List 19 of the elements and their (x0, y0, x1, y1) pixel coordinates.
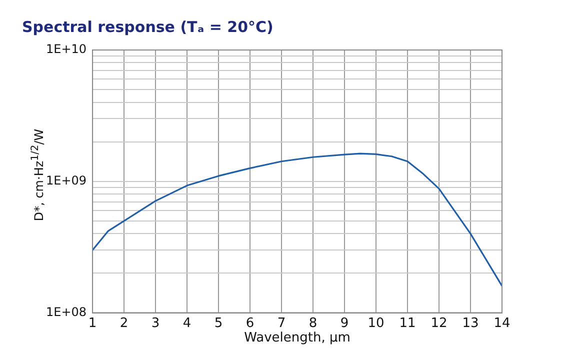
x-tick-label: 14 (494, 316, 510, 331)
y-tick-label: 1E+10 (46, 42, 87, 56)
x-tick-label: 3 (151, 316, 160, 331)
x-tick-label: 10 (368, 316, 384, 331)
x-tick-label: 1 (88, 316, 97, 331)
chart-title: Spectral response (Tₐ = 20°C) (22, 18, 274, 36)
x-tick-label: 4 (182, 316, 192, 331)
y-tick-label: 1E+08 (46, 304, 87, 319)
x-tick-label: 13 (462, 316, 479, 331)
x-tick-label: 2 (120, 316, 128, 331)
x-tick-label: 11 (399, 316, 416, 331)
x-tick-label: 6 (246, 316, 254, 331)
x-tick-label: 8 (308, 316, 318, 331)
y-tick-label: 1E+09 (46, 174, 87, 188)
x-tick-label: 9 (340, 316, 349, 331)
x-tick-label: 12 (430, 316, 448, 331)
x-tick-label: 5 (214, 316, 223, 331)
x-tick-label: 7 (277, 316, 286, 331)
x-axis-title: Wavelength, µm (244, 330, 350, 346)
